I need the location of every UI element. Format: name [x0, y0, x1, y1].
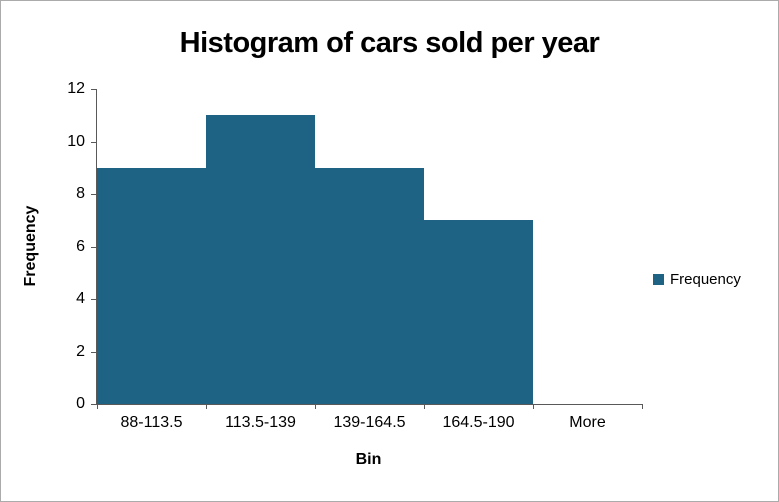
y-tick-label: 2 — [76, 342, 85, 360]
y-axis-tick — [91, 351, 96, 353]
x-axis-tick — [533, 404, 534, 409]
bar-139-164.5 — [315, 167, 424, 404]
x-axis-tick — [97, 404, 98, 409]
x-tick-label: 164.5-190 — [442, 414, 515, 431]
x-axis-tick — [642, 404, 643, 409]
y-tick-label: 6 — [76, 237, 85, 255]
bar-113.5-139 — [206, 115, 315, 404]
y-tick-label: 8 — [76, 185, 85, 202]
legend: Frequency — [653, 271, 741, 288]
plot-area: 0 2 4 6 8 10 12 88-113.5 113.5-139 139-164.5 164.5… — [67, 80, 643, 431]
y-axis-tick — [91, 194, 96, 195]
legend-label: Frequency — [670, 271, 741, 288]
y-axis-tick — [91, 246, 96, 248]
x-axis-title: Bin — [355, 451, 382, 468]
bar-88-113.5 — [97, 167, 206, 404]
y-tick-label: 12 — [67, 80, 85, 97]
y-axis-tick — [91, 404, 96, 405]
y-tick-label: 4 — [76, 290, 85, 307]
x-axis-tick — [315, 404, 316, 409]
y-axis-tick — [91, 141, 96, 143]
y-tick-label: 0 — [76, 395, 85, 412]
x-axis-tick — [206, 404, 207, 409]
x-tick-label: 88-113.5 — [120, 414, 183, 431]
chart-title: Histogram of cars sold per year — [179, 27, 600, 59]
legend-swatch-icon — [653, 274, 664, 285]
y-axis-title: Frequency — [22, 205, 39, 287]
y-axis-tick — [91, 89, 96, 90]
y-tick-label: 10 — [67, 132, 85, 150]
x-tick-label: 113.5-139 — [225, 414, 296, 431]
x-axis-tick — [424, 404, 425, 409]
y-axis-tick — [91, 299, 96, 300]
x-tick-label: More — [569, 414, 606, 431]
x-tick-label: 139-164.5 — [333, 414, 406, 431]
bar-164.5-190 — [424, 220, 533, 404]
